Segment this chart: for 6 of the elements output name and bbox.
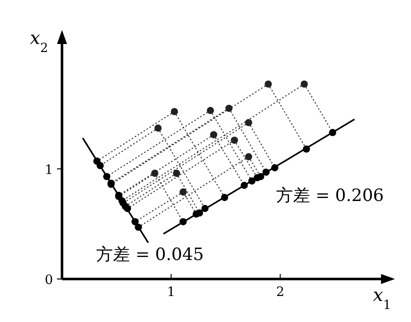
annotation: 方差 = 0.206 bbox=[276, 186, 384, 206]
y-tick-label: 0 bbox=[44, 273, 53, 288]
y-axis-title: x$_{2}$ bbox=[30, 28, 48, 54]
x-tick-label: 2 bbox=[276, 285, 284, 300]
annotation: 方差 = 0.045 bbox=[96, 245, 204, 265]
x-axis-title: x$_{1}$ bbox=[373, 285, 392, 312]
